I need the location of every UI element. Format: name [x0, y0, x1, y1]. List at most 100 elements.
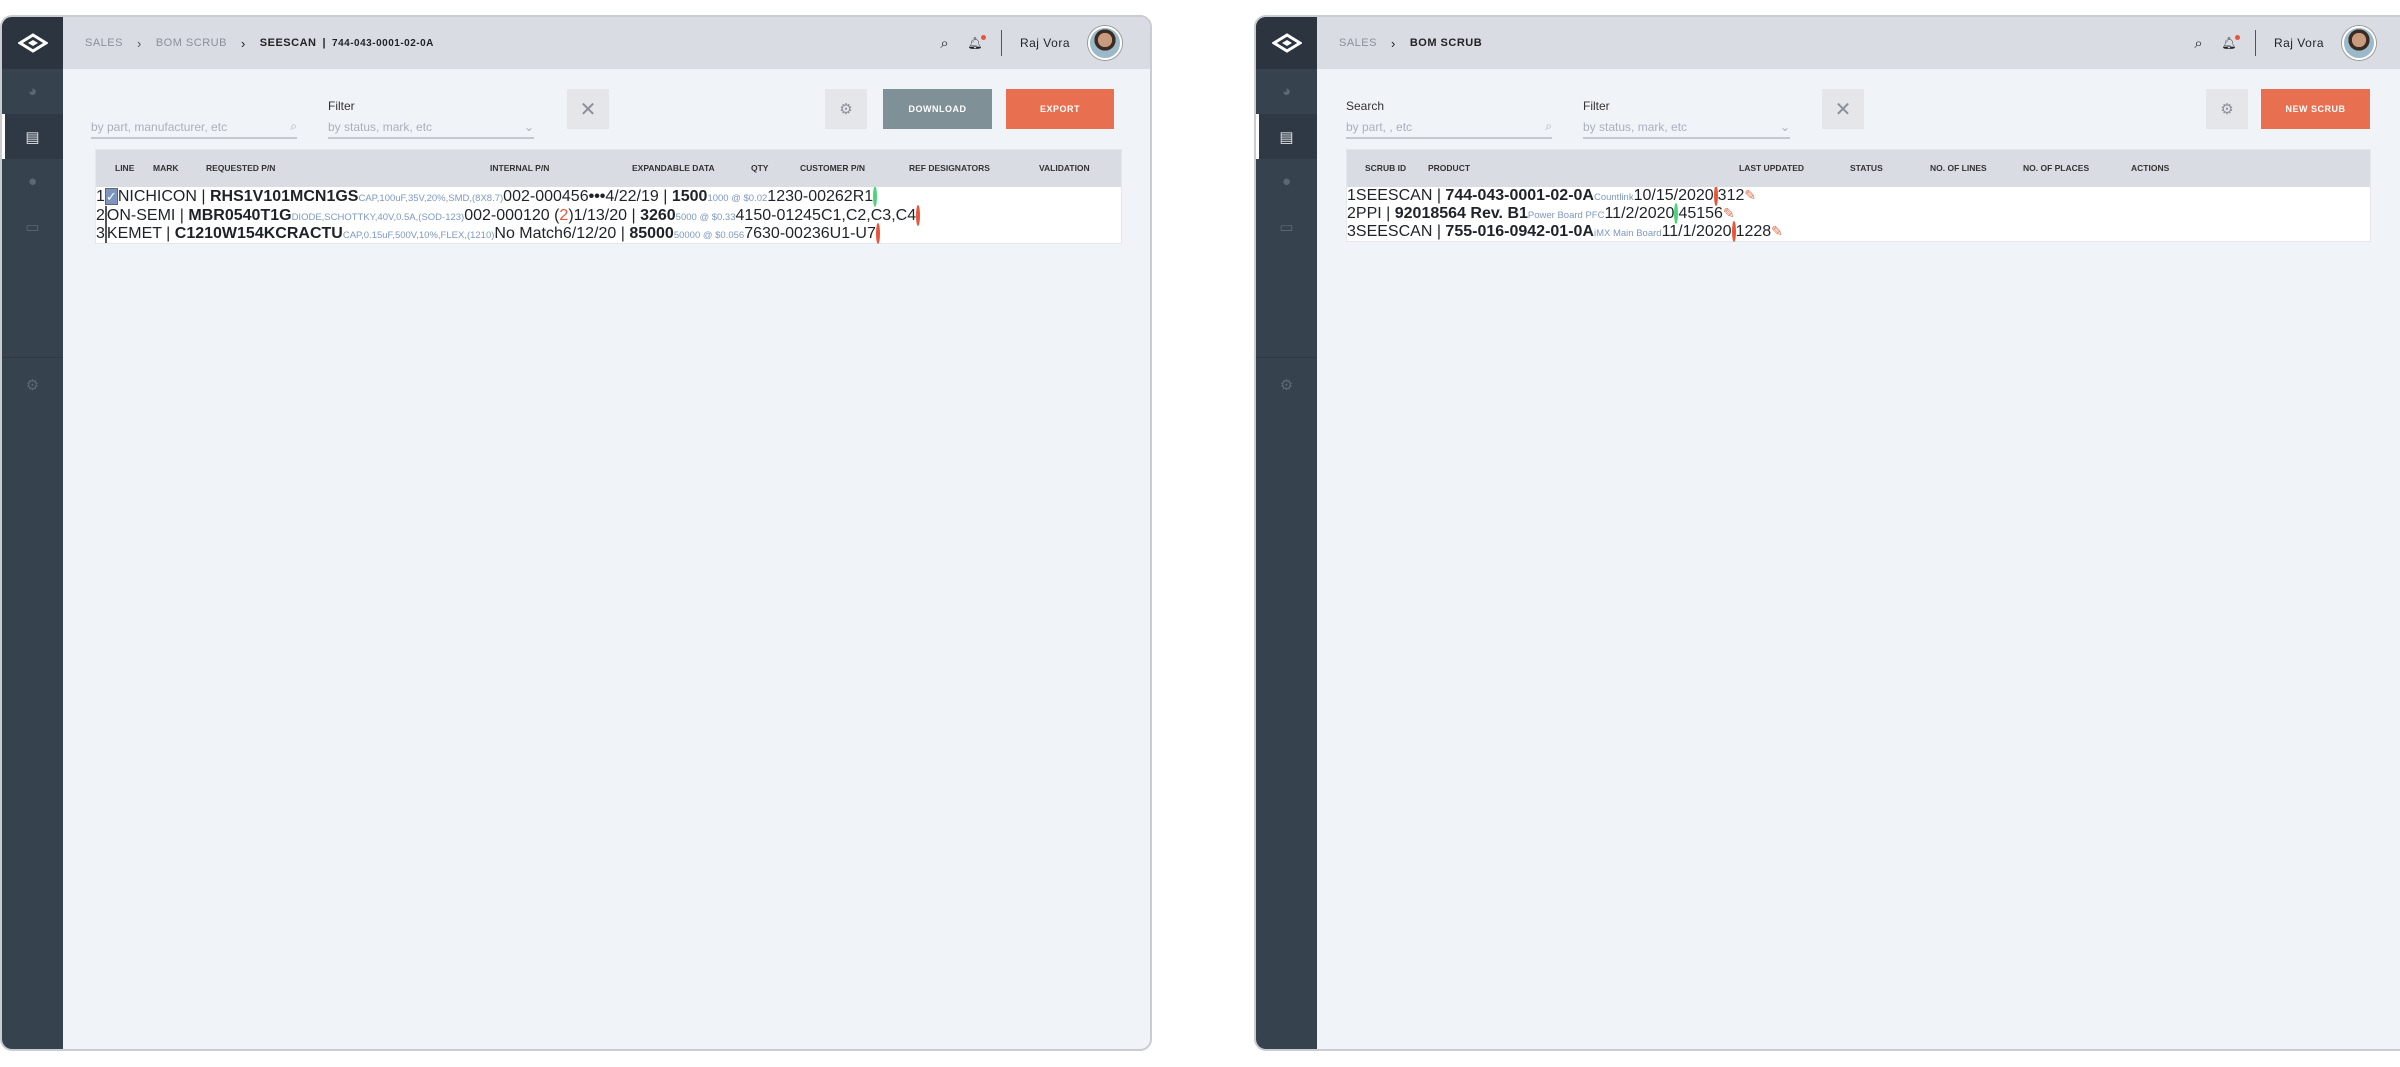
- ref-designators: C1,C2,C3,C4: [820, 207, 917, 224]
- date: 1/13/20 |: [573, 207, 641, 224]
- validation-status-icon: [916, 205, 921, 226]
- expandable-date[interactable]: 4/22/19 | 1500: [605, 188, 707, 205]
- clear-filter-button[interactable]: ✕: [1822, 89, 1864, 129]
- expandable-date[interactable]: 1/13/20 | 3260: [574, 207, 676, 224]
- column-header[interactable]: STATUS: [1850, 163, 1883, 173]
- settings-button[interactable]: ⚙: [2206, 89, 2248, 129]
- export-button[interactable]: EXPORT: [1006, 89, 1114, 129]
- edit-pencil-icon[interactable]: ✎: [1722, 205, 1735, 221]
- price-break[interactable]: 1000 @ $0.02: [707, 193, 768, 204]
- new-scrub-button[interactable]: NEW SCRUB: [2261, 89, 2370, 129]
- user-name[interactable]: Raj Vora: [1019, 36, 1070, 50]
- product[interactable]: PPI | 92018564 Rev. B1: [1356, 205, 1528, 222]
- logo-icon[interactable]: [1256, 17, 1317, 69]
- column-header[interactable]: EXPANDABLE DATA: [632, 163, 715, 173]
- column-header[interactable]: ACTIONS: [2131, 163, 2170, 173]
- quantity-data: 1500: [671, 188, 708, 205]
- user-name[interactable]: Raj Vora: [2273, 36, 2324, 50]
- filter-select[interactable]: by status, mark, etc ⌄: [1583, 119, 1790, 139]
- edit-pencil-icon[interactable]: ✎: [1744, 187, 1757, 203]
- settings-button[interactable]: ⚙: [825, 89, 867, 129]
- search-input[interactable]: by part, manufacturer, etc ⌕: [91, 119, 297, 139]
- part-description[interactable]: DIODE,SCHOTTKY,40V,0.5A,(SOD-123): [291, 212, 465, 223]
- logo-icon[interactable]: [2, 17, 63, 69]
- requested-part: NICHICON | RHS1V101MCN1GS: [118, 188, 359, 205]
- download-button[interactable]: DOWNLOAD: [883, 89, 992, 129]
- price-break[interactable]: 5000 @ $0.33: [675, 212, 736, 223]
- ideas-bulb-icon[interactable]: ●: [27, 173, 38, 190]
- expandable-date[interactable]: 6/12/20 | 85000: [563, 225, 674, 242]
- column-header[interactable]: LINE: [115, 163, 135, 173]
- requested-part: KEMET | C1210W154KCRACTU: [107, 225, 343, 242]
- product[interactable]: SEESCAN | 744-043-0001-02-0A: [1356, 187, 1594, 204]
- mark-checkbox[interactable]: [104, 206, 107, 225]
- filter-select[interactable]: by status, mark, etc ⌄: [328, 119, 534, 139]
- filter-placeholder: by status, mark, etc: [328, 120, 433, 134]
- settings-gear-icon[interactable]: ⚙: [25, 376, 40, 394]
- product-name[interactable]: iMX Main Board: [1593, 228, 1662, 239]
- product[interactable]: SEESCAN | 755-016-0942-01-0A: [1356, 223, 1594, 240]
- column-header[interactable]: REF DESIGNATORS: [909, 163, 990, 173]
- manufacturer: NICHICON |: [117, 188, 210, 205]
- search-icon[interactable]: ⌕: [2194, 34, 2204, 52]
- product-name[interactable]: Countlink: [1593, 192, 1634, 203]
- validation-status-icon: [873, 186, 878, 207]
- breadcrumb-sales[interactable]: SALES: [1339, 37, 1377, 49]
- notification-bell-icon[interactable]: 🔔︎: [2221, 35, 2240, 50]
- internal-part[interactable]: No Match: [494, 225, 563, 242]
- column-header[interactable]: LAST UPDATED: [1739, 163, 1805, 173]
- dashboard-pie-icon[interactable]: ◕: [27, 83, 38, 100]
- edit-pencil-icon[interactable]: ✎: [1771, 223, 1783, 239]
- mark-checkbox[interactable]: [104, 224, 107, 243]
- match-count[interactable]: 2: [559, 207, 569, 224]
- bom-document-icon[interactable]: ▤: [1256, 114, 1317, 159]
- part-description[interactable]: CAP,0.15uF,500V,10%,FLEX,(1210): [342, 230, 495, 241]
- table-row[interactable]: 3SEESCAN | 755-016-0942-01-0AiMX Main Bo…: [1347, 221, 2370, 242]
- column-header[interactable]: VALIDATION: [1039, 163, 1090, 173]
- table-row[interactable]: 2 ON-SEMI | MBR0540T1GDIODE,SCHOTTKY,40V,…: [96, 205, 1121, 226]
- column-header[interactable]: NO. OF PLACES: [2023, 163, 2090, 173]
- product-name[interactable]: Power Board PFC: [1527, 210, 1605, 221]
- search-input[interactable]: by part, , etc ⌕: [1346, 119, 1552, 139]
- bom-document-icon[interactable]: ▤: [2, 114, 63, 159]
- settings-gear-icon[interactable]: ⚙: [1279, 376, 1294, 394]
- validation-status-icon: [875, 223, 880, 244]
- chevron-down-icon: ⌄: [523, 120, 534, 134]
- avatar[interactable]: [1088, 26, 1122, 60]
- column-header[interactable]: NO. OF LINES: [1930, 163, 1987, 173]
- part-number: MBR0540T1G: [188, 207, 292, 224]
- table-row[interactable]: 1SEESCAN | 744-043-0001-02-0ACountlink10…: [1347, 185, 2370, 206]
- internal-part[interactable]: 002-000456: [503, 188, 589, 205]
- internal-part[interactable]: 002-000120 (2): [464, 207, 574, 224]
- bom-lines-table: LINE MARK REQUESTED P/N INTERNAL P/N EXPANDA…: [95, 149, 1122, 244]
- part-description[interactable]: CAP,100uF,35V,20%,SMD,(8X8.7): [358, 193, 504, 204]
- ideas-bulb-icon[interactable]: ●: [1281, 173, 1292, 190]
- table-row[interactable]: 1✓NICHICON | RHS1V101MCN1GSCAP,100uF,35V…: [96, 186, 1121, 207]
- search-icon[interactable]: ⌕: [940, 34, 950, 52]
- column-header[interactable]: PRODUCT: [1428, 163, 1471, 173]
- company: SEESCAN |: [1355, 223, 1446, 240]
- column-header[interactable]: SCRUB ID: [1365, 163, 1407, 173]
- product-number: 755-016-0942-01-0A: [1445, 223, 1594, 240]
- clear-filter-button[interactable]: ✕: [567, 89, 609, 129]
- column-header[interactable]: REQUESTED P/N: [206, 163, 276, 173]
- breadcrumb-sales[interactable]: SALES: [85, 37, 123, 49]
- more-options-icon[interactable]: •••: [588, 188, 606, 205]
- notification-bell-icon[interactable]: 🔔︎: [967, 35, 986, 50]
- price-break[interactable]: 50000 @ $0.056: [673, 230, 745, 241]
- column-header[interactable]: INTERNAL P/N: [490, 163, 550, 173]
- ticket-icon[interactable]: ▭: [25, 218, 40, 236]
- table-row[interactable]: 2PPI | 92018564 Rev. B1Power Board PFC11…: [1347, 203, 2370, 224]
- ticket-icon[interactable]: ▭: [1279, 218, 1294, 236]
- dashboard-pie-icon[interactable]: ◕: [1281, 83, 1292, 100]
- search-placeholder: by part, , etc: [1346, 120, 1413, 134]
- column-header[interactable]: MARK: [153, 163, 179, 173]
- mark-checkbox[interactable]: ✓: [104, 188, 118, 205]
- product-number: 92018564 Rev. B1: [1394, 205, 1528, 222]
- table-row[interactable]: 3 KEMET | C1210W154KCRACTUCAP,0.15uF,500V…: [96, 223, 1121, 244]
- breadcrumb-bom-scrub[interactable]: BOM SCRUB: [155, 37, 227, 49]
- column-header[interactable]: QTY: [751, 163, 769, 173]
- column-header[interactable]: CUSTOMER P/N: [800, 163, 866, 173]
- chevron-right-icon: ›: [1390, 35, 1396, 51]
- avatar[interactable]: [2342, 26, 2376, 60]
